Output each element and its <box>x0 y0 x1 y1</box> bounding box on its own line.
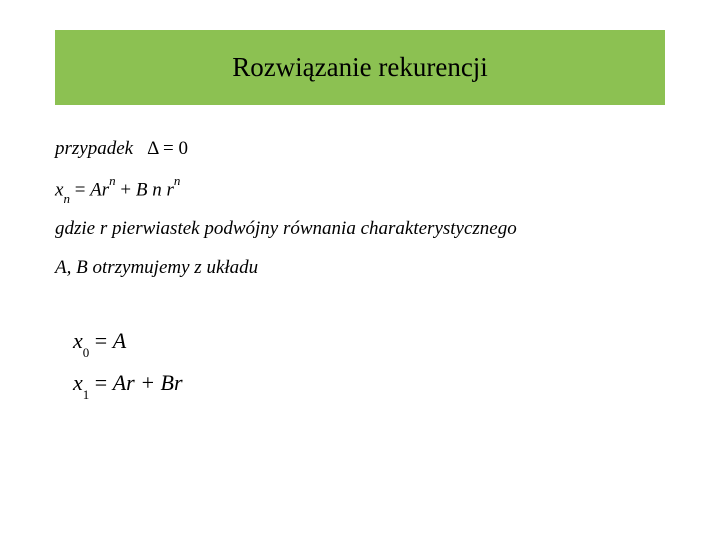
system-block: x0 = A x1 = Ar + Br <box>73 320 665 404</box>
term-Arn-base: Ar <box>90 179 109 200</box>
general-formula: xn = Arn + B n rn <box>55 174 665 206</box>
x0-rhs: A <box>113 328 126 353</box>
page-title: Rozwiązanie rekurencji <box>232 52 488 83</box>
ab-description: A, B otrzymujemy z układu <box>55 254 665 283</box>
eq-sign-1: = <box>70 179 90 200</box>
system-eq-x0: x0 = A <box>73 320 665 362</box>
sup-n-2: n <box>174 173 181 188</box>
case-line: przypadek Δ = 0 <box>55 135 665 164</box>
system-eq-x1: x1 = Ar + Br <box>73 362 665 404</box>
where-description: gdzie r pierwiastek podwójny równania ch… <box>55 215 665 244</box>
x0-var: x <box>73 328 83 353</box>
delta-equation: Δ = 0 <box>147 135 188 164</box>
x1-rhs: Ar + Br <box>113 370 183 395</box>
title-banner: Rozwiązanie rekurencji <box>55 30 665 105</box>
term-Bnrn-base: B n r <box>136 179 174 200</box>
sup-n-1: n <box>109 173 116 188</box>
x0-eq: = <box>89 328 112 353</box>
x0-sub: 0 <box>83 345 90 360</box>
x1-var: x <box>73 370 83 395</box>
case-label: przypadek <box>55 135 133 164</box>
x1-eq: = <box>89 370 112 395</box>
sub-n: n <box>63 191 70 206</box>
x1-sub: 1 <box>83 387 90 402</box>
content-block: przypadek Δ = 0 xn = Arn + B n rn gdzie … <box>55 135 665 404</box>
plus-sign: + <box>116 179 136 200</box>
